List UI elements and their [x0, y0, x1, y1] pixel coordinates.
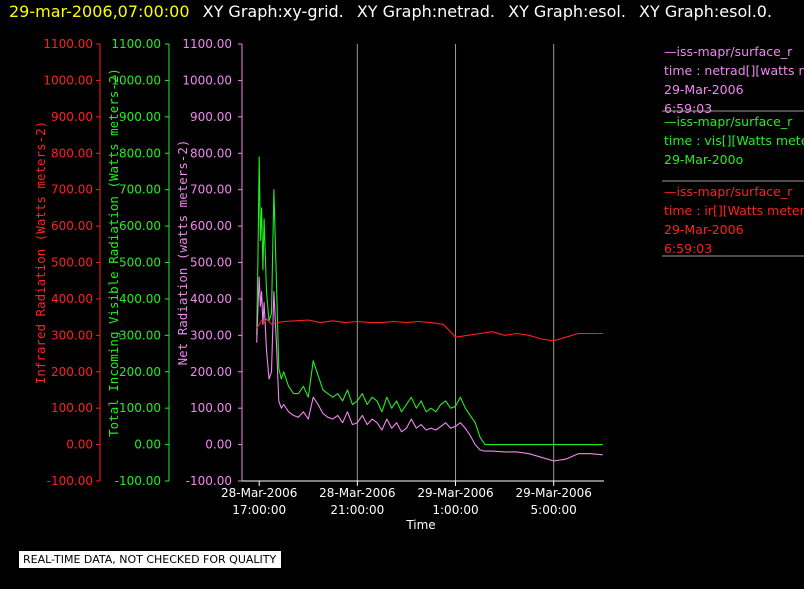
plot-area — [256, 156, 603, 462]
vis-tick-label: 900.00 — [119, 110, 161, 124]
vis-legend-line-2: time : vis[][Watts meter — [664, 133, 804, 148]
vis-tick-label: 600.00 — [119, 219, 161, 233]
x-tick-time: 21:00:00 — [330, 503, 384, 517]
vis-tick-label: 800.00 — [119, 146, 161, 160]
vis-tick-label: 100.00 — [119, 401, 161, 415]
vis-tick-label: 500.00 — [119, 256, 161, 270]
net-legend-line-4: 6:59:03 — [664, 101, 712, 116]
header-title-esol0: XY Graph:esol.0. — [639, 2, 773, 21]
vis-legend-line-3: 29-Mar-200o — [664, 152, 743, 167]
vis-tick-label: 400.00 — [119, 292, 161, 306]
ir-tick-label: 300.00 — [51, 328, 93, 342]
ir-tick-label: -100.00 — [47, 474, 93, 488]
net-tick-label: 200.00 — [190, 365, 232, 379]
net-axis-label: Net Radiation (watts meters-2) — [175, 140, 190, 366]
x-tick-date: 28-Mar-2006 — [221, 486, 297, 500]
x-tick-date: 29-Mar-2006 — [417, 486, 493, 500]
net-tick-label: 600.00 — [190, 219, 232, 233]
net-tick-label: -100.00 — [186, 474, 232, 488]
x-tick-date: 29-Mar-2006 — [516, 486, 592, 500]
x-axis: 28-Mar-2006 17:00:00 28-Mar-2006 21:00:00 29… — [221, 480, 604, 532]
net-legend-line-3: 29-Mar-2006 — [664, 82, 744, 97]
ir-tick-label: 800.00 — [51, 146, 93, 160]
ir-tick-label: 900.00 — [51, 110, 93, 124]
vis-tick-label: 0.00 — [134, 438, 161, 452]
vis-tick-label: 700.00 — [119, 183, 161, 197]
ir-tick-label: 0.00 — [66, 438, 93, 452]
net-legend-line-2: time : netrad[][watts m — [664, 63, 804, 78]
net-tick-label: 400.00 — [190, 292, 232, 306]
x-axis-label: Time — [405, 518, 435, 532]
vis-axis-label: Total Incoming Visible Radiation (Watts … — [106, 68, 121, 437]
net-tick-label: 1000.00 — [182, 73, 232, 87]
net-tick-label: 300.00 — [190, 328, 232, 342]
ir-tick-label: 600.00 — [51, 219, 93, 233]
header-timestamp: 29-mar-2006,07:00:00 — [9, 2, 190, 21]
vis-tick-label: 200.00 — [119, 365, 161, 379]
vis-tick-label: -100.00 — [115, 474, 161, 488]
quality-notice: REAL-TIME DATA, NOT CHECKED FOR QUALITY — [19, 551, 282, 568]
y-axes: 1100.00 1000.00 900.00 800.00 700.00 600.00 50… — [33, 37, 243, 488]
vis-series-line — [256, 156, 603, 446]
net-series-line — [256, 276, 603, 462]
header-title-esol: XY Graph:esol. — [508, 2, 626, 21]
ir-legend-line-4: 6:59:03 — [664, 241, 712, 256]
vis-legend-line-1: —iss-mapr/surface_r — [664, 114, 793, 129]
header-title-netrad: XY Graph:netrad. — [356, 2, 496, 21]
net-legend-line-1: —iss-mapr/surface_r — [664, 44, 793, 59]
x-tick-time: 17:00:00 — [232, 503, 286, 517]
x-tick-time: 5:00:00 — [531, 503, 577, 517]
ir-tick-label: 400.00 — [51, 292, 93, 306]
x-tick-time: 1:00:00 — [432, 503, 478, 517]
vis-tick-label: 1100.00 — [111, 37, 161, 51]
ir-series-line — [256, 318, 603, 342]
x-tick-date: 28-Mar-2006 — [319, 486, 395, 500]
ir-legend-line-2: time : ir[][Watts meters — [664, 203, 804, 218]
ir-tick-label: 1000.00 — [43, 73, 93, 87]
net-tick-label: 700.00 — [190, 183, 232, 197]
ir-tick-label: 100.00 — [51, 401, 93, 415]
ir-tick-label: 700.00 — [51, 183, 93, 197]
ir-axis-label: Infrared Radiation (Watts meters-2) — [33, 121, 48, 384]
header-title-xy-grid: XY Graph:xy-grid. — [202, 2, 344, 21]
header: 29-mar-2006,07:00:00 XY Graph:xy-grid. X… — [9, 2, 772, 21]
net-tick-label: 800.00 — [190, 146, 232, 160]
ir-tick-label: 200.00 — [51, 365, 93, 379]
net-tick-label: 1100.00 — [182, 37, 232, 51]
net-tick-label: 100.00 — [190, 401, 232, 415]
vis-tick-label: 300.00 — [119, 328, 161, 342]
ir-legend-line-3: 29-Mar-2006 — [664, 222, 744, 237]
net-tick-label: 500.00 — [190, 256, 232, 270]
ir-tick-label: 1100.00 — [43, 37, 93, 51]
vis-tick-label: 1000.00 — [111, 73, 161, 87]
net-tick-label: 0.00 — [205, 438, 232, 452]
ir-tick-label: 500.00 — [51, 256, 93, 270]
grid-lines — [356, 44, 555, 481]
ir-legend-line-1: —iss-mapr/surface_r — [664, 184, 793, 199]
net-tick-label: 900.00 — [190, 110, 232, 124]
